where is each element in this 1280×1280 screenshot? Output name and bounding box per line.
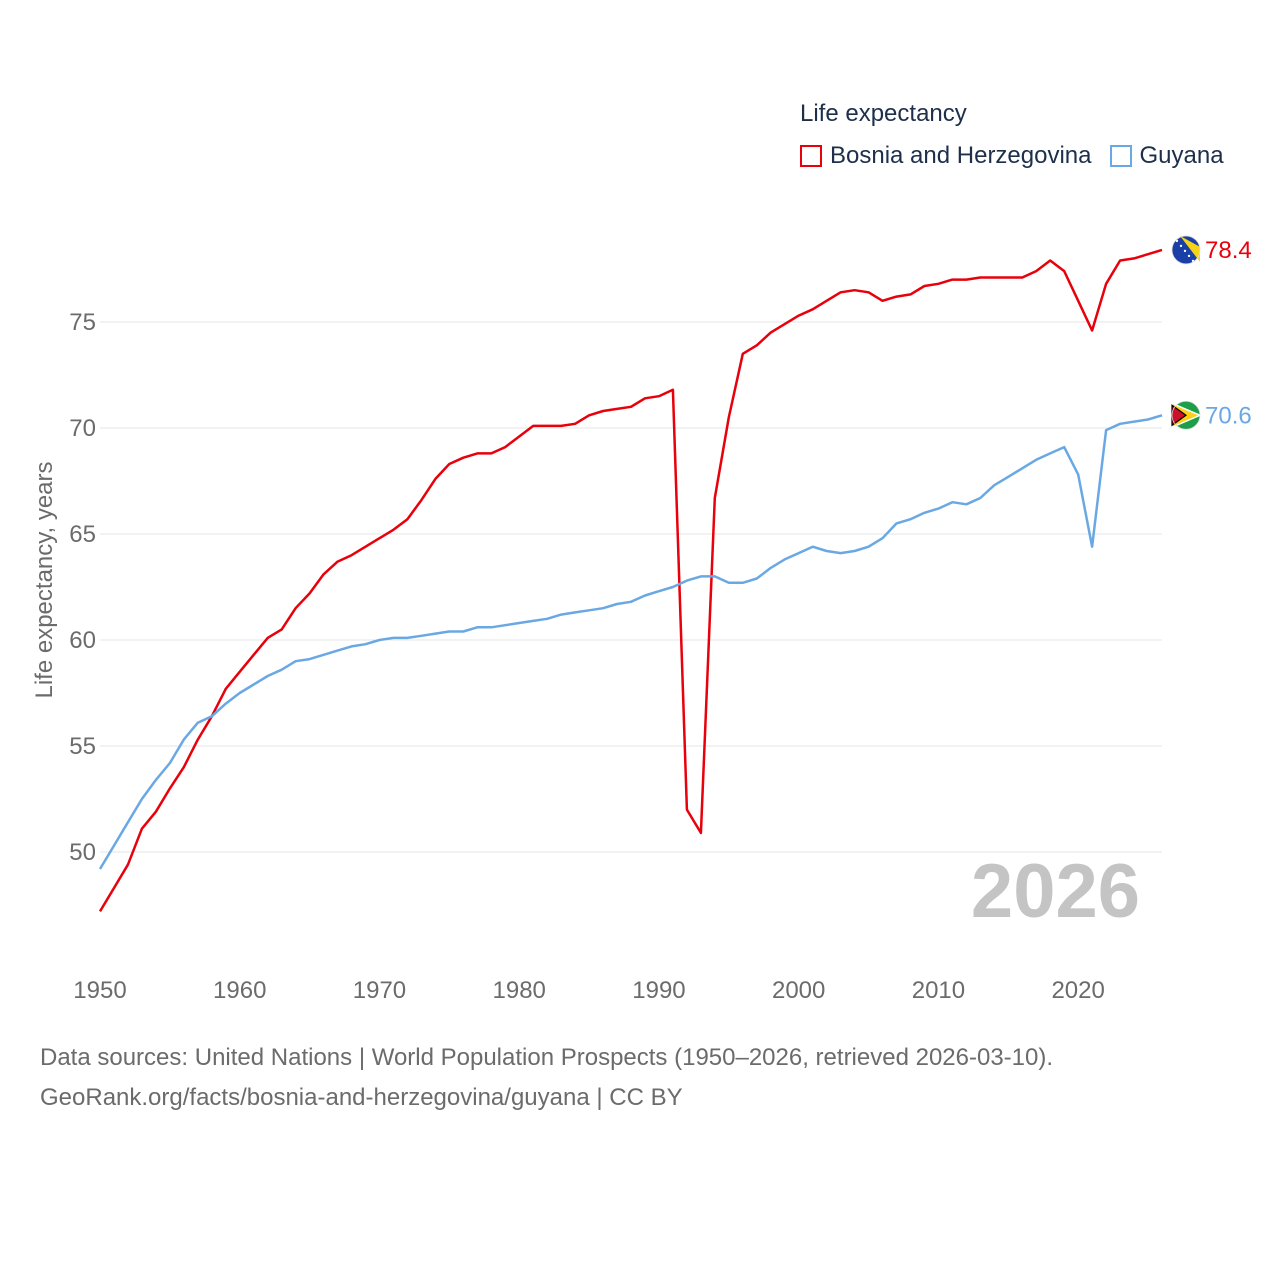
legend-label-bosnia: Bosnia and Herzegovina bbox=[830, 142, 1092, 169]
flag-icon-guyana bbox=[1171, 400, 1202, 430]
current-year-watermark: 2026 bbox=[970, 849, 1140, 934]
x-tick-label-1960: 1960 bbox=[213, 977, 266, 1004]
y-tick-label-60: 60 bbox=[69, 627, 96, 654]
legend-item-bosnia[interactable]: Bosnia and Herzegovina bbox=[800, 142, 1092, 170]
x-tick-label-1950: 1950 bbox=[73, 977, 126, 1004]
x-tick-label-1980: 1980 bbox=[493, 977, 546, 1004]
x-tick-label-2010: 2010 bbox=[912, 977, 965, 1004]
x-tick-labels: 1950 1960 1970 1980 1990 2000 2010 2020 bbox=[73, 977, 1105, 1004]
series-lines bbox=[98, 248, 1163, 913]
y-tick-labels: 50 55 60 65 70 75 bbox=[69, 309, 96, 866]
end-value-label-guyana: 70.6 bbox=[1205, 402, 1252, 429]
end-value-label-bosnia-and-herzegovina: 78.4 bbox=[1205, 237, 1252, 264]
series-line-guyana[interactable] bbox=[98, 414, 1163, 870]
x-tick-label-2020: 2020 bbox=[1051, 977, 1104, 1004]
legend-swatch-guyana bbox=[1109, 145, 1132, 167]
y-tick-label-70: 70 bbox=[69, 415, 96, 442]
footer-link[interactable]: GeoRank.org/facts/bosnia-and-herzegovina… bbox=[40, 1084, 683, 1111]
x-tick-label-1970: 1970 bbox=[353, 977, 406, 1004]
y-tick-label-65: 65 bbox=[69, 521, 96, 548]
y-axis-label: Life expectancy, years bbox=[31, 461, 58, 698]
legend-item-guyana[interactable]: Guyana bbox=[1109, 142, 1224, 170]
x-tick-label-2000: 2000 bbox=[772, 977, 825, 1004]
series-line-bosnia-and-herzegovina[interactable] bbox=[98, 248, 1163, 913]
y-tick-label-55: 55 bbox=[69, 733, 96, 760]
legend: Bosnia and Herzegovina Guyana bbox=[800, 142, 1242, 170]
y-tick-label-75: 75 bbox=[69, 309, 96, 336]
flag-icon-bosnia-and-herzegovina bbox=[1171, 235, 1201, 265]
footer-sources: Data sources: United Nations | World Pop… bbox=[40, 1044, 1054, 1071]
y-tick-label-50: 50 bbox=[69, 839, 96, 866]
x-tick-label-1990: 1990 bbox=[632, 977, 685, 1004]
legend-label-guyana: Guyana bbox=[1139, 142, 1224, 169]
grid-lines bbox=[100, 321, 1162, 853]
legend-title: Life expectancy bbox=[800, 100, 967, 127]
legend-swatch-bosnia bbox=[800, 145, 822, 167]
end-markers: 78.4 70.6 bbox=[1171, 235, 1252, 430]
